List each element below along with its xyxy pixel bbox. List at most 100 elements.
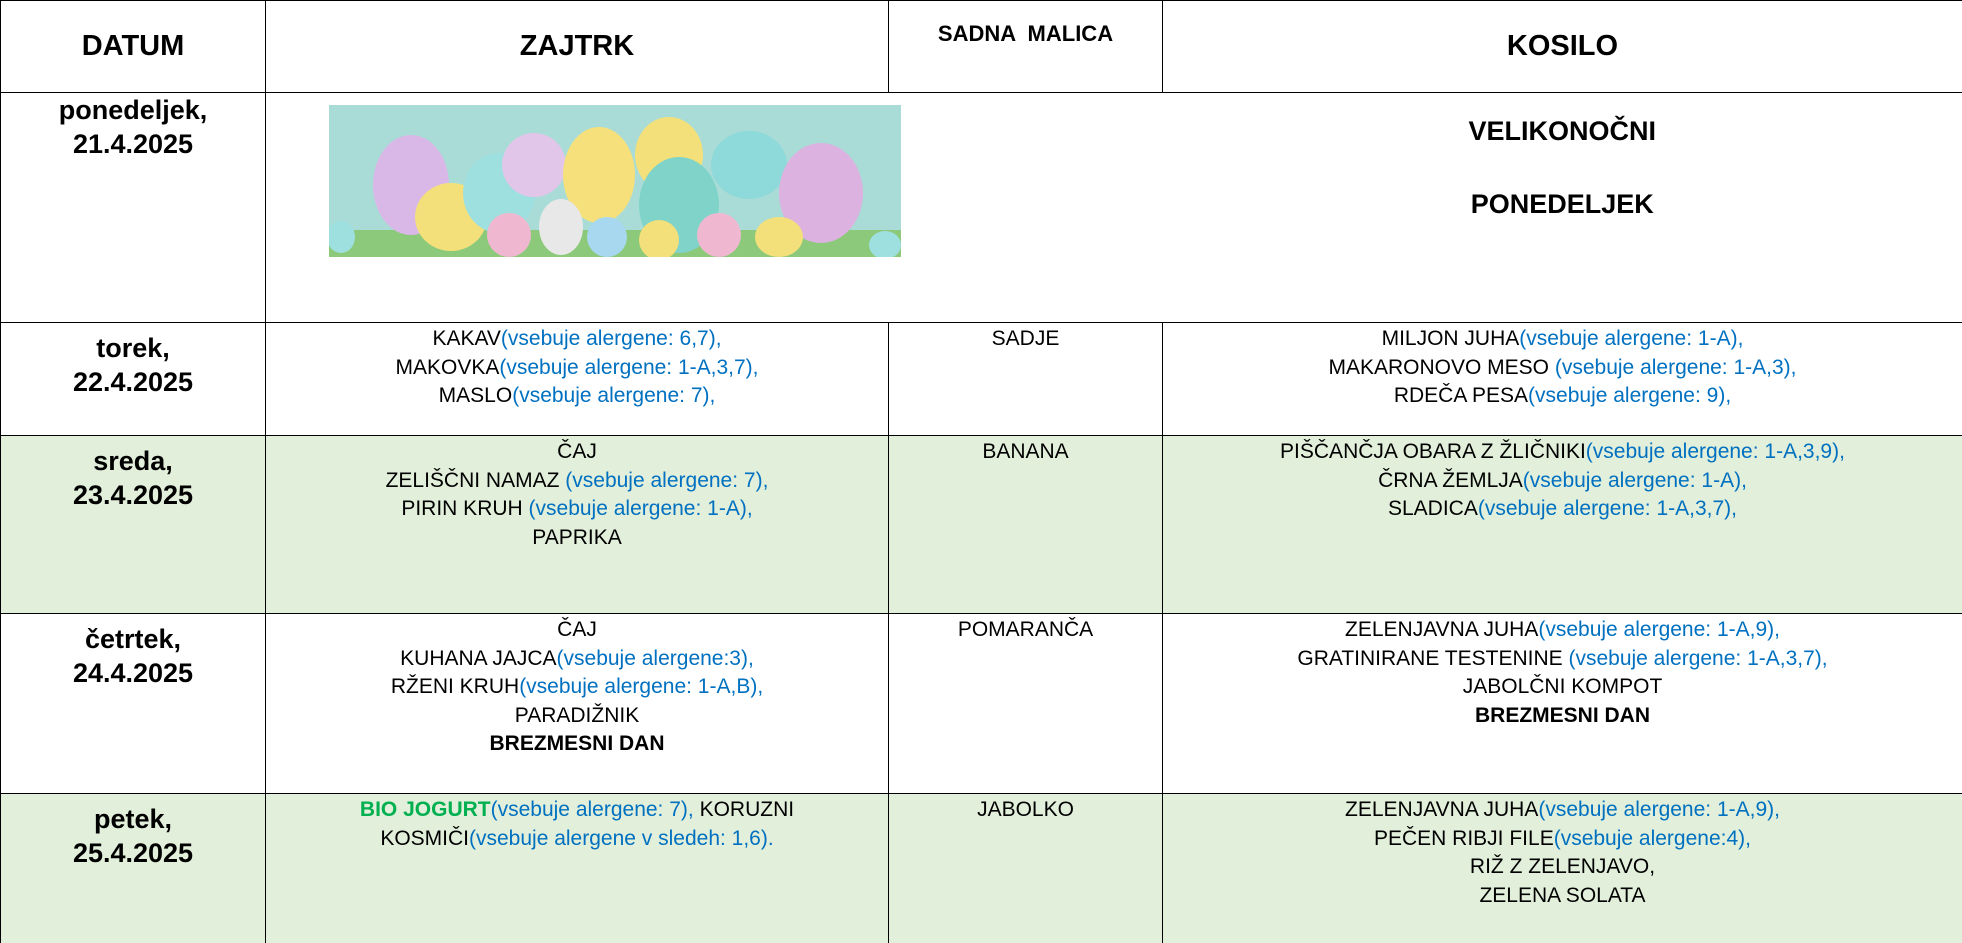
date-line: 23.4.2025 xyxy=(2,478,265,512)
egg xyxy=(587,217,628,257)
text-segment: (vsebuje alergene: 6,7), xyxy=(500,327,722,350)
snack-cell: BANANA xyxy=(888,435,1163,614)
lunch-cell: VELIKONOČNI PONEDELJEK xyxy=(1162,92,1962,323)
date-text: 22.4.2025 xyxy=(72,367,194,397)
date-line: 24.4.2025 xyxy=(2,656,265,690)
lunch-cell: MILJON JUHA(vsebuje alergene: 1-A), MAKAR… xyxy=(1162,322,1962,436)
easter-eggs-image xyxy=(329,105,902,257)
text-line: ZELENA SOLATA xyxy=(1164,882,1962,911)
text-segment: (vsebuje alergene v sledeh: 1,6). xyxy=(469,826,774,850)
text-segment: MILJON JUHA xyxy=(1381,327,1520,350)
date-line: 25.4.2025 xyxy=(2,836,265,870)
egg xyxy=(539,199,584,255)
text-line: ZELIŠČNI NAMAZ (vsebuje alergene: 7), xyxy=(267,467,888,496)
text-segment: JABOLČNI KOMPOT xyxy=(1462,675,1663,698)
text-line: KOSMIČI(vsebuje alergene v sledeh: 1,6). xyxy=(267,825,888,854)
lunch-header: KOSILO xyxy=(1162,0,1962,93)
text-line: BREZMESNI DAN xyxy=(267,730,888,759)
snack-cell: JABOLKO xyxy=(888,793,1163,943)
text-line: MASLO(vsebuje alergene: 7), xyxy=(267,382,888,411)
text-segment: MAKOVKA xyxy=(395,355,500,379)
text-segment: (vsebuje alergene: 1-A,9), xyxy=(1538,618,1780,641)
egg xyxy=(639,220,680,257)
text-line: PEČEN RIBJI FILE(vsebuje alergene:4), xyxy=(1164,825,1962,854)
lunch-cell: ZELENJAVNA JUHA(vsebuje alergene: 1-A,9)… xyxy=(1162,613,1962,794)
header-text: DATUM xyxy=(81,30,185,62)
snack-text: POMARANČA xyxy=(957,618,1094,641)
text-segment: (vsebuje alergene:3), xyxy=(556,646,754,670)
text-line: GRATINIRANE TESTENINE (vsebuje alergene:… xyxy=(1164,645,1962,674)
text-line: BREZMESNI DAN xyxy=(1164,702,1962,731)
date-line: petek, xyxy=(2,802,265,836)
text-segment: ČRNA ŽEMLJA xyxy=(1378,468,1523,492)
breakfast-cell: ČAJ KUHANA JAJCA(vsebuje alergene:3), RŽEN… xyxy=(265,613,889,794)
lunch-cell: PIŠČANČJA OBARA Z ŽLIČNIKI(vsebuje alerg… xyxy=(1162,435,1962,614)
header-text: KOSILO xyxy=(1506,30,1619,62)
text-line: BANANA xyxy=(890,438,1162,467)
day-row: ponedeljek, 21.4.2025 VELIKONOČNI PONEDELJ… xyxy=(0,92,1962,323)
text-line: KAKAV(vsebuje alergene: 6,7), xyxy=(267,325,888,354)
date-text: 21.4.2025 xyxy=(72,129,194,159)
egg xyxy=(563,127,636,223)
lunch-cell: ZELENJAVNA JUHA(vsebuje alergene: 1-A,9)… xyxy=(1162,793,1962,943)
text-segment: (vsebuje alergene: 1-A,B), xyxy=(519,675,764,698)
egg xyxy=(329,221,356,253)
text-segment: RDEČA PESA xyxy=(1393,384,1529,407)
date-line: torek, xyxy=(2,331,265,365)
text-line: PAPRIKA xyxy=(267,524,888,553)
text-segment: ČAJ xyxy=(557,440,597,463)
breakfast-header: ZAJTRK xyxy=(265,0,889,93)
text-segment: KAKAV xyxy=(432,327,501,350)
text-segment: (vsebuje alergene: 1-A,3,7), xyxy=(1568,646,1828,670)
day-row: četrtek, 24.4.2025 ČAJ KUHANA JAJCA(vsebuje… xyxy=(0,613,1962,794)
text-segment: (vsebuje alergene: 1-A,9), xyxy=(1538,798,1780,821)
snack-text: BANANA xyxy=(982,440,1069,463)
date-text: 23.4.2025 xyxy=(72,480,194,510)
date-text: 24.4.2025 xyxy=(72,658,194,688)
text-segment: (vsebuje alergene: 7), xyxy=(565,468,769,492)
date-text: ponedeljek, xyxy=(58,95,208,125)
text-line: SLADICA(vsebuje alergene: 1-A,3,7), xyxy=(1164,495,1962,524)
text-segment: VELIKONOČNI xyxy=(1468,116,1656,146)
text-segment: (vsebuje alergene: 7), xyxy=(512,384,716,407)
text-line: RŽENI KRUH(vsebuje alergene: 1-A,B), xyxy=(267,673,888,702)
date-header: DATUM xyxy=(0,0,266,93)
text-line: PIRIN KRUH (vsebuje alergene: 1-A), xyxy=(267,495,888,524)
text-segment: (vsebuje alergene:4), xyxy=(1553,826,1751,850)
text-line: BIO JOGURT(vsebuje alergene: 7), KORUZNI xyxy=(267,796,888,825)
date-cell: petek, 25.4.2025 xyxy=(0,793,266,943)
date-cell: torek, 22.4.2025 xyxy=(0,322,266,436)
text-segment: ZELENJAVNA JUHA xyxy=(1345,798,1539,821)
text-segment: KOSMIČI xyxy=(380,826,469,850)
date-text: petek, xyxy=(93,804,173,834)
text-segment: PARADIŽNIK xyxy=(514,703,640,727)
text-segment: ČAJ xyxy=(557,618,597,641)
text-segment: PIŠČANČJA OBARA Z ŽLIČNIKI xyxy=(1280,440,1586,463)
date-text: četrtek, xyxy=(84,624,182,654)
text-line: ZELENJAVNA JUHA(vsebuje alergene: 1-A,9)… xyxy=(1164,616,1962,645)
text-line: VELIKONOČNI xyxy=(1163,95,1962,168)
text-segment: BREZMESNI DAN xyxy=(489,732,665,755)
egg xyxy=(502,133,567,197)
text-line: ČRNA ŽEMLJA(vsebuje alergene: 1-A), xyxy=(1164,467,1962,496)
text-line: ZELENJAVNA JUHA(vsebuje alergene: 1-A,9)… xyxy=(1164,796,1962,825)
egg xyxy=(487,213,532,257)
day-row: petek, 25.4.2025 BIO JOGURT(vsebuje alerge… xyxy=(0,793,1962,943)
text-segment: (vsebuje alergene: 1-A), xyxy=(1519,327,1744,350)
date-line: ponedeljek, xyxy=(2,94,265,128)
header-text: SADNA MALICA xyxy=(937,21,1114,46)
text-line: PONEDELJEK xyxy=(1163,168,1962,241)
egg xyxy=(755,217,804,257)
date-cell: četrtek, 24.4.2025 xyxy=(0,613,266,794)
text-line: POMARANČA xyxy=(890,616,1162,645)
egg xyxy=(779,143,864,243)
text-segment: BIO JOGURT xyxy=(359,798,491,821)
text-segment: (vsebuje alergene: 1-A), xyxy=(528,497,753,520)
text-line: SADJE xyxy=(890,325,1162,354)
breakfast-cell: KAKAV(vsebuje alergene: 6,7), MAKOVKA(vse… xyxy=(265,322,889,436)
egg xyxy=(711,131,788,199)
date-text: torek, xyxy=(96,333,170,363)
